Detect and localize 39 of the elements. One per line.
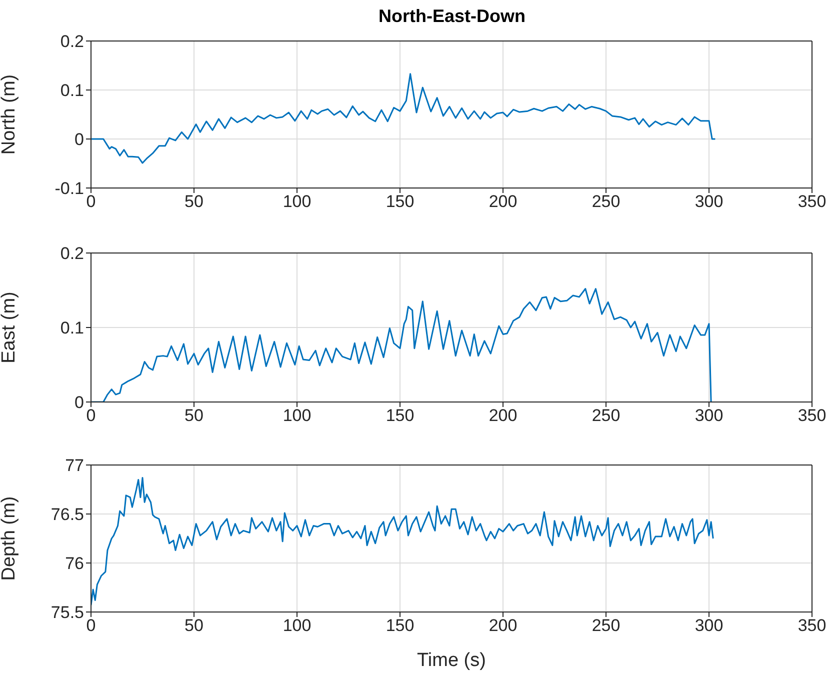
x-tick-label: 150 [386, 406, 414, 426]
x-tick-label: 250 [592, 406, 620, 426]
x-tick-label: 350 [798, 616, 826, 636]
x-tick-label: 50 [184, 192, 204, 212]
x-tick-label: 100 [282, 406, 312, 426]
x-tick-label: 50 [184, 616, 204, 636]
chart-title: North-East-Down [378, 6, 526, 27]
line-series [91, 476, 714, 606]
y-axis-title: East (m) [0, 292, 20, 364]
y-tick-label: 77 [65, 456, 84, 476]
x-tick-label: 200 [488, 616, 518, 636]
y-tick-label: 75.5 [50, 603, 84, 622]
x-tick-label: 250 [592, 192, 620, 212]
y-tick-label: -0.1 [54, 179, 84, 198]
x-tick-label: 100 [282, 616, 312, 636]
x-tick-label: 150 [386, 192, 414, 212]
x-tick-label: 100 [282, 192, 312, 212]
y-axis-title: North (m) [0, 74, 20, 155]
x-tick-label: 300 [694, 406, 724, 426]
y-tick-label: 76.5 [50, 505, 84, 524]
x-tick-label: 200 [488, 406, 518, 426]
y-axis-title: Depth (m) [0, 496, 20, 581]
x-tick-label: 350 [798, 192, 826, 212]
x-tick-label: 150 [386, 616, 414, 636]
x-tick-label: 350 [798, 406, 826, 426]
x-tick-label: 300 [694, 192, 724, 212]
x-tick-label: 200 [488, 192, 518, 212]
y-tick-label: 0 [74, 393, 84, 412]
x-axis-title: Time (s) [417, 650, 486, 671]
y-tick-label: 0.1 [60, 81, 84, 100]
y-tick-label: 0.2 [60, 244, 84, 264]
x-tick-label: 50 [184, 406, 204, 426]
x-tick-label: 300 [694, 616, 724, 636]
y-tick-label: 0.1 [60, 318, 84, 338]
y-tick-label: 0 [74, 130, 84, 150]
x-tick-label: 250 [592, 616, 620, 636]
line-series [91, 73, 716, 164]
y-tick-label: 76 [65, 554, 84, 574]
y-tick-label: 0.2 [60, 32, 84, 52]
